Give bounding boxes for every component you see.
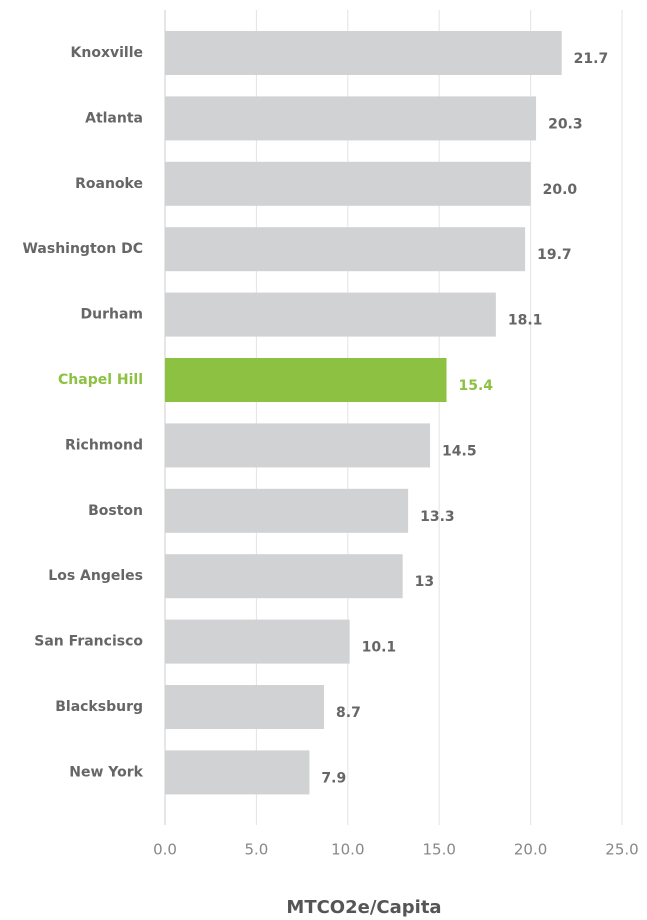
category-label: Richmond xyxy=(65,437,143,453)
value-label: 20.0 xyxy=(543,182,578,198)
category-label: Washington DC xyxy=(22,241,143,257)
value-label: 18.1 xyxy=(508,313,543,329)
category-label: Chapel Hill xyxy=(58,372,143,388)
value-label: 19.7 xyxy=(537,247,572,263)
value-label: 15.4 xyxy=(459,378,494,394)
category-label: Boston xyxy=(88,503,143,519)
category-label: Knoxville xyxy=(71,45,143,61)
bar xyxy=(165,423,431,468)
bar xyxy=(165,554,403,599)
bar xyxy=(165,292,496,337)
value-label: 7.9 xyxy=(321,770,346,786)
value-label: 10.1 xyxy=(362,640,397,656)
x-tick-label: 25.0 xyxy=(605,841,638,859)
bar xyxy=(165,227,526,272)
bar xyxy=(165,750,310,795)
bar xyxy=(165,488,409,533)
category-label: Roanoke xyxy=(75,176,143,192)
x-tick-label: 10.0 xyxy=(331,841,364,859)
bar xyxy=(165,96,537,141)
bar xyxy=(165,685,325,729)
category-label: Atlanta xyxy=(85,110,143,126)
category-label: Blacksburg xyxy=(55,699,143,715)
value-label: 20.3 xyxy=(548,116,583,132)
value-label: 21.7 xyxy=(574,51,609,67)
bar xyxy=(165,161,531,206)
value-label: 13.3 xyxy=(420,509,455,525)
category-label: New York xyxy=(69,764,143,780)
bar xyxy=(165,358,447,402)
bar xyxy=(165,619,350,664)
bar xyxy=(165,31,562,75)
x-axis-title: MTCO2e/Capita xyxy=(286,897,441,918)
category-label: San Francisco xyxy=(34,634,143,650)
x-tick-label: 15.0 xyxy=(422,841,455,859)
x-tick-label: 5.0 xyxy=(244,841,268,859)
value-label: 8.7 xyxy=(336,705,361,721)
value-label: 14.5 xyxy=(442,443,477,459)
category-label: Los Angeles xyxy=(48,568,143,584)
value-label: 13 xyxy=(415,574,434,590)
category-label: Durham xyxy=(81,307,144,323)
x-tick-label: 20.0 xyxy=(514,841,547,859)
x-tick-label: 0.0 xyxy=(153,841,177,859)
